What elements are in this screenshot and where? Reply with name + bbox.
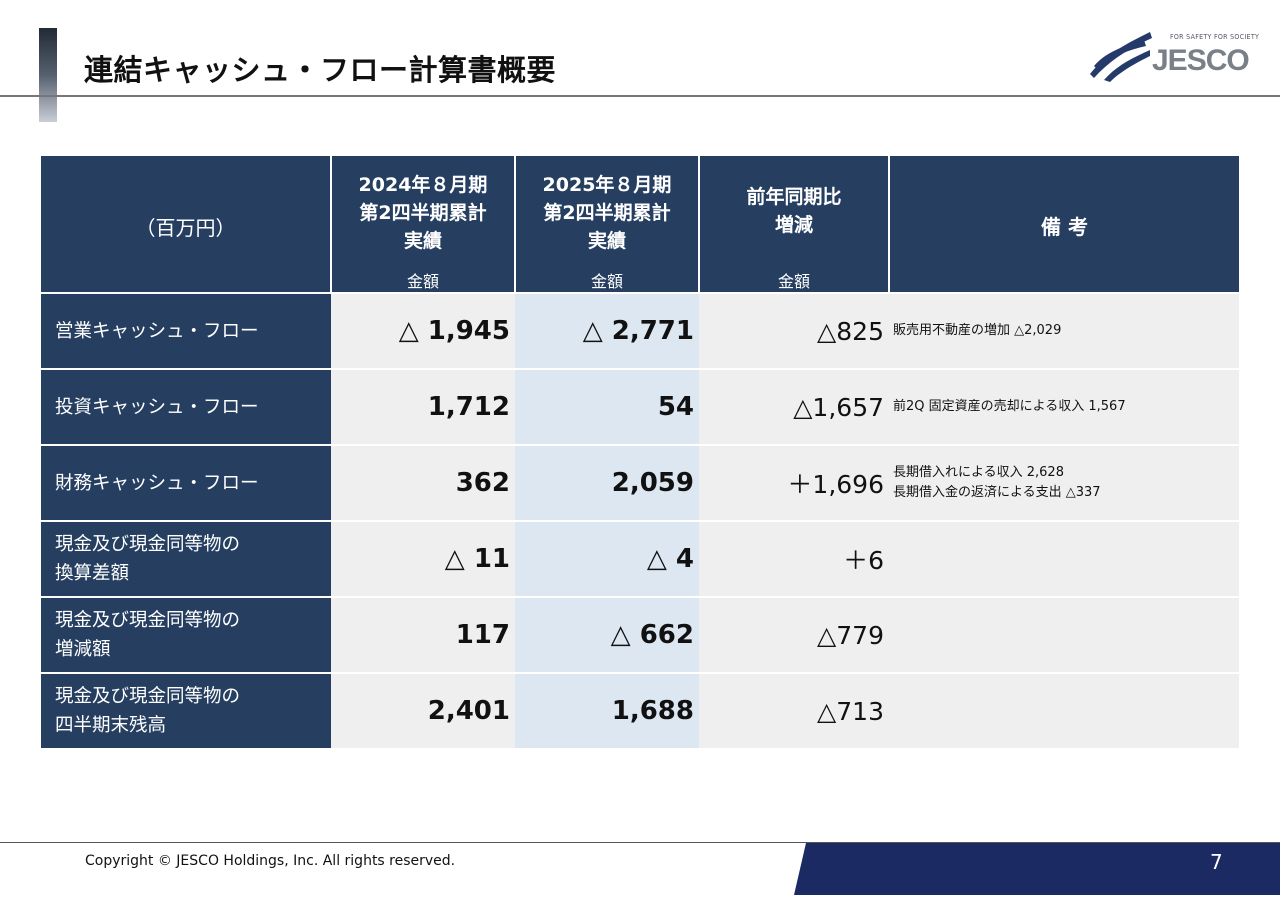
yoy-header-line1: 前年同期比 [746,186,842,208]
row-label-line1: 現金及び現金同等物の [55,610,241,631]
prev-year-header-sub: 金額 [406,272,439,291]
row-label: 現金及び現金同等物の 増減額 [41,597,331,674]
curr-value: 2,059 [515,445,699,522]
remark-cell: 長期借入れによる収入 2,628 長期借入金の返済による支出 △337 [889,445,1239,522]
copyright-text: Copyright © JESCO Holdings, Inc. All rig… [85,853,456,869]
diff-value: △825 [699,293,889,370]
row-label: 営業キャッシュ・フロー [41,293,331,370]
diff-value: △713 [699,673,889,750]
prev-value: △ 11 [331,521,515,598]
prev-year-header-line2: 第2四半期累計 [359,202,487,224]
row-label-line1: 現金及び現金同等物の [55,686,241,707]
title-divider [0,95,1280,97]
row-label: 現金及び現金同等物の 換算差額 [41,521,331,598]
prev-value: 2,401 [331,673,515,750]
row-label-line2: 四半期末残高 [55,715,167,736]
row-label-line1: 営業キャッシュ・フロー [55,320,259,342]
remarks-header-label: 備 考 [1041,215,1088,239]
remark-line1: 前2Q 固定資産の売却による収入 1,567 [893,399,1126,414]
unit-header: （百万円） [41,156,332,294]
row-label-line2: 換算差額 [55,563,130,584]
remark-line1: 販売用不動産の増加 △2,029 [893,323,1062,338]
diff-value: △1,657 [699,369,889,446]
page-title: 連結キャッシュ・フロー計算書概要 [84,53,557,87]
remark-line1: 長期借入れによる収入 2,628 [893,465,1064,480]
curr-year-header-line2: 第2四半期累計 [543,202,671,224]
prev-value: 362 [331,445,515,522]
table-row: 投資キャッシュ・フロー 1,712 54 △1,657 前2Q 固定資産の売却に… [41,369,1239,446]
table-row: 現金及び現金同等物の 換算差額 △ 11 △ 4 ＋6 [41,521,1239,598]
title-accent-bar [39,28,57,122]
curr-value: △ 2,771 [515,293,699,370]
diff-value: △779 [699,597,889,674]
table-row: 現金及び現金同等物の 増減額 117 △ 662 △779 [41,597,1239,674]
row-label-line2: 増減額 [55,639,111,660]
curr-year-header-line1: 2025年８月期 [542,174,672,196]
yoy-header-sub: 金額 [777,272,810,291]
jesco-logo-icon [1090,32,1152,82]
yoy-header-line2: 増減 [774,214,813,236]
row-label: 財務キャッシュ・フロー [41,445,331,522]
prev-value: 1,712 [331,369,515,446]
row-label: 現金及び現金同等物の 四半期末残高 [41,673,331,750]
table-header-row: （百万円） 2024年８月期 第2四半期累計 実績 金額 2025年８月期 第2… [41,156,1239,294]
row-label-line1: 現金及び現金同等物の [55,534,241,555]
remark-cell: 前2Q 固定資産の売却による収入 1,567 [889,369,1239,446]
remark-line2: 長期借入金の返済による支出 △337 [893,485,1101,500]
table-row: 財務キャッシュ・フロー 362 2,059 ＋1,696 長期借入れによる収入 … [41,445,1239,522]
cash-flow-table: （百万円） 2024年８月期 第2四半期累計 実績 金額 2025年８月期 第2… [41,156,1239,750]
curr-value: 1,688 [515,673,699,750]
diff-value: ＋1,696 [699,445,889,522]
curr-year-header-sub: 金額 [590,272,623,291]
page-number: 7 [1210,850,1223,874]
prev-year-header-line1: 2024年８月期 [358,174,488,196]
logo-tagline: FOR SAFETY FOR SOCIETY [1170,33,1260,41]
curr-value: △ 4 [515,521,699,598]
remark-cell [889,597,1239,674]
remark-cell: 販売用不動産の増加 △2,029 [889,293,1239,370]
curr-value: 54 [515,369,699,446]
row-label: 投資キャッシュ・フロー [41,369,331,446]
row-label-line1: 投資キャッシュ・フロー [55,396,259,418]
row-label-line1: 財務キャッシュ・フロー [55,472,259,494]
footer-band [794,843,1280,895]
remarks-header: 備 考 [889,156,1239,294]
curr-value: △ 662 [515,597,699,674]
remark-cell [889,521,1239,598]
table-row: 営業キャッシュ・フロー △ 1,945 △ 2,771 △825 販売用不動産の… [41,293,1239,370]
yoy-change-header: 前年同期比 増減 金額 [699,156,890,294]
diff-value: ＋6 [699,521,889,598]
curr-year-header: 2025年８月期 第2四半期累計 実績 金額 [515,156,700,294]
prev-year-header: 2024年８月期 第2四半期累計 実績 金額 [331,156,516,294]
footer-divider [0,842,1280,843]
prev-year-header-line3: 実績 [403,230,442,252]
unit-label: （百万円） [135,216,236,240]
curr-year-header-line3: 実績 [587,230,626,252]
prev-value: △ 1,945 [331,293,515,370]
prev-value: 117 [331,597,515,674]
logo-wordmark: JESCO [1152,44,1250,77]
table-row: 現金及び現金同等物の 四半期末残高 2,401 1,688 △713 [41,673,1239,750]
remark-cell [889,673,1239,750]
